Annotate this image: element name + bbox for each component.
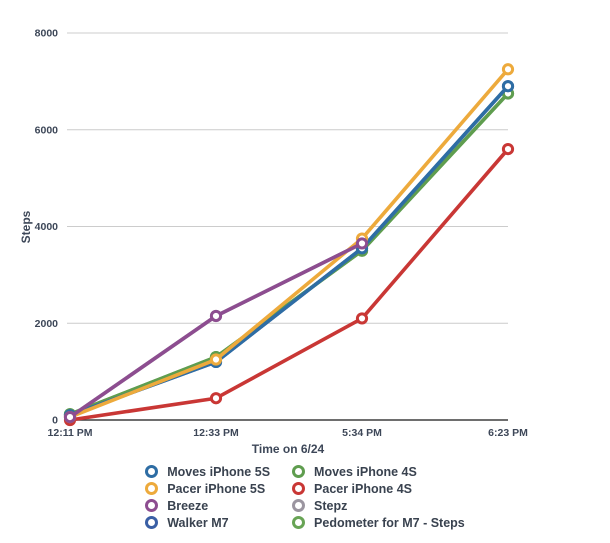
legend-item-moves-iphone-5s: Moves iPhone 5S	[145, 463, 270, 480]
legend-ring-icon	[292, 499, 306, 512]
legend-label: Stepz	[314, 498, 348, 513]
chart-legend: Moves iPhone 5S Pacer iPhone 5S Breeze Walk…	[0, 463, 610, 531]
series-marker-pacer-iphone-5s	[501, 63, 515, 76]
x-axis-title: Time on 6/24	[251, 442, 325, 456]
legend-ring-icon	[292, 516, 306, 529]
legend-label: Pacer iPhone 4S	[314, 481, 412, 496]
series-marker-breeze	[355, 237, 369, 250]
series-marker-breeze	[63, 410, 77, 424]
legend-item-moves-iphone-4s: Moves iPhone 4S	[292, 463, 465, 480]
legend-item-pacer-iphone-5s: Pacer iPhone 5S	[145, 480, 270, 497]
series-line-pacer-iphone-5s	[68, 67, 510, 419]
legend-label: Moves iPhone 5S	[167, 464, 271, 479]
legend-ring-icon	[292, 482, 306, 495]
series-marker-pacer-iphone-4s	[501, 143, 515, 156]
legend-ring-icon	[145, 482, 159, 495]
x-tick-12-33-pm: 12:33 PM	[193, 427, 239, 439]
legend-item-pacer-iphone-4s: Pacer iPhone 4S	[292, 480, 465, 497]
series-line-walker-m7	[68, 84, 510, 417]
y-tick-2000: 2000	[35, 318, 59, 330]
legend-label: Walker M7	[167, 515, 229, 530]
legend-item-stepz: Stepz	[292, 497, 465, 514]
series-line-stepz	[68, 241, 364, 419]
series-line-moves-iphone-4s	[68, 91, 510, 416]
y-tick-0: 0	[52, 415, 58, 427]
series-line-pacer-iphone-4s	[68, 147, 510, 422]
y-tick-4000: 4000	[35, 221, 59, 233]
series-marker-pacer-iphone-4s	[355, 312, 369, 325]
series-line-moves-iphone-5s	[68, 84, 510, 417]
legend-item-pedometer-for-m7-steps: Pedometer for M7 - Steps	[292, 514, 465, 531]
y-tick-6000: 6000	[35, 124, 59, 136]
legend-ring-icon	[145, 516, 159, 529]
legend-item-breeze: Breeze	[145, 497, 270, 514]
legend-label: Pedometer for M7 - Steps	[314, 515, 465, 530]
y-tick-8000: 8000	[35, 28, 59, 40]
legend-label: Breeze	[167, 498, 209, 513]
series-marker-breeze	[209, 309, 223, 323]
x-tick-6-23-pm: 6:23 PM	[488, 427, 528, 439]
chart-canvas: 0 2000 4000 6000 8000 12:11 PM 12:33 PM 5:34 PM…	[35, 28, 528, 440]
legend-item-walker-m7: Walker M7	[145, 514, 270, 531]
x-tick-5-34-pm: 5:34 PM	[342, 427, 382, 439]
y-axis-title: Steps	[19, 210, 33, 244]
legend-label: Pacer iPhone 5S	[167, 481, 266, 496]
legend-ring-icon	[145, 465, 159, 478]
series-line-pedometer-for-m7-steps	[68, 91, 510, 416]
series-marker-pacer-iphone-4s	[209, 392, 223, 405]
legend-label: Moves iPhone 4S	[314, 464, 417, 479]
legend-column: Moves iPhone 5S Pacer iPhone 5S Breeze Walk…	[145, 463, 270, 531]
x-tick-12-11-pm: 12:11 PM	[48, 427, 93, 439]
legend-ring-icon	[145, 499, 159, 512]
series-marker-pacer-iphone-5s	[209, 353, 223, 366]
series-line-breeze	[68, 241, 364, 419]
legend-ring-icon	[292, 465, 306, 478]
legend-column: Moves iPhone 4S Pacer iPhone 4S Stepz Pedom…	[292, 463, 465, 531]
series-marker-moves-iphone-5s	[501, 80, 515, 93]
